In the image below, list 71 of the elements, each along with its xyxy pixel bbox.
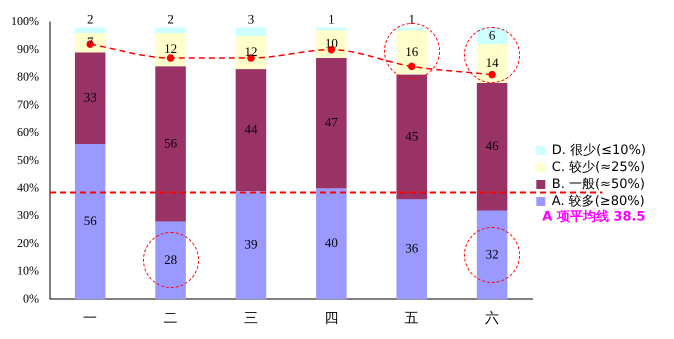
- legend-label: B. 一般(≈50%): [552, 176, 645, 192]
- y-tick-label: 100%: [10, 14, 39, 28]
- legend-label: A. 较多(≥80%): [552, 194, 645, 209]
- bar: [155, 28, 186, 34]
- bar: [396, 74, 427, 200]
- bar: [396, 199, 427, 300]
- y-tick-label: 20%: [16, 236, 39, 250]
- data-label: 6: [488, 27, 496, 42]
- y-tick-label: 60%: [16, 125, 39, 140]
- bar: [476, 44, 508, 83]
- data-label: 56: [164, 135, 178, 150]
- data-label: 12: [164, 41, 178, 56]
- data-label: 47: [324, 114, 338, 130]
- bar: [74, 33, 106, 52]
- bar: [155, 222, 186, 300]
- bar: [476, 210, 508, 300]
- data-label: 16: [405, 44, 419, 59]
- data-label: 32: [486, 246, 499, 262]
- data-label: 36: [405, 240, 419, 256]
- x-tick-label: 五: [404, 309, 419, 326]
- x-tick-label: 四: [324, 309, 338, 326]
- data-label: 40: [324, 235, 338, 250]
- y-tick-label: 50%: [16, 152, 39, 167]
- data-label: 45: [405, 128, 418, 144]
- x-tick-label: 三: [244, 309, 258, 326]
- data-label: 39: [244, 236, 258, 252]
- bar: [236, 191, 266, 300]
- data-label: 2: [167, 11, 174, 26]
- bar: [316, 28, 347, 30]
- data-label: 2: [86, 11, 94, 26]
- data-label: 14: [486, 55, 500, 70]
- legend-label: C. 较少(≈25%): [552, 160, 646, 175]
- data-label: 3: [248, 11, 254, 26]
- data-label: 33: [84, 90, 97, 105]
- bar: [316, 30, 347, 58]
- y-tick-label: 0%: [22, 291, 39, 306]
- bar: [155, 33, 186, 66]
- data-label: 10: [324, 36, 338, 51]
- bar: [74, 28, 106, 34]
- bar: [236, 28, 266, 36]
- y-tick-label: 80%: [16, 70, 39, 84]
- y-tick-label: 70%: [16, 97, 39, 112]
- data-label: 12: [244, 44, 258, 59]
- y-tick-label: 90%: [16, 42, 39, 56]
- point: [488, 70, 496, 78]
- bar: [155, 66, 186, 222]
- bar: [74, 52, 106, 144]
- y-tick-label: 10%: [16, 264, 39, 278]
- bar: [74, 144, 106, 300]
- x-tick-label: 一: [83, 309, 98, 326]
- x-tick-label: 二: [164, 309, 178, 326]
- point: [408, 62, 416, 70]
- y-tick-label: 30%: [16, 208, 39, 222]
- bar: [396, 28, 427, 30]
- data-label: 28: [164, 252, 178, 267]
- x-tick-label: 六: [485, 309, 500, 326]
- bar: [236, 36, 266, 70]
- ref-line-label: A 项平均线 38.5: [542, 209, 646, 224]
- point: [166, 54, 174, 62]
- bar: [316, 188, 347, 300]
- data-label: 44: [244, 122, 258, 137]
- bar: [476, 82, 508, 210]
- legend-label: D. 很少(≤10%): [552, 142, 646, 158]
- y-tick-label: 40%: [16, 180, 39, 194]
- bar: [396, 30, 427, 75]
- data-label: 1: [328, 11, 335, 26]
- bar: [316, 58, 347, 188]
- data-label: 1: [408, 11, 415, 26]
- bar: [236, 69, 266, 192]
- data-label: 56: [84, 213, 98, 228]
- data-label: 46: [486, 138, 500, 154]
